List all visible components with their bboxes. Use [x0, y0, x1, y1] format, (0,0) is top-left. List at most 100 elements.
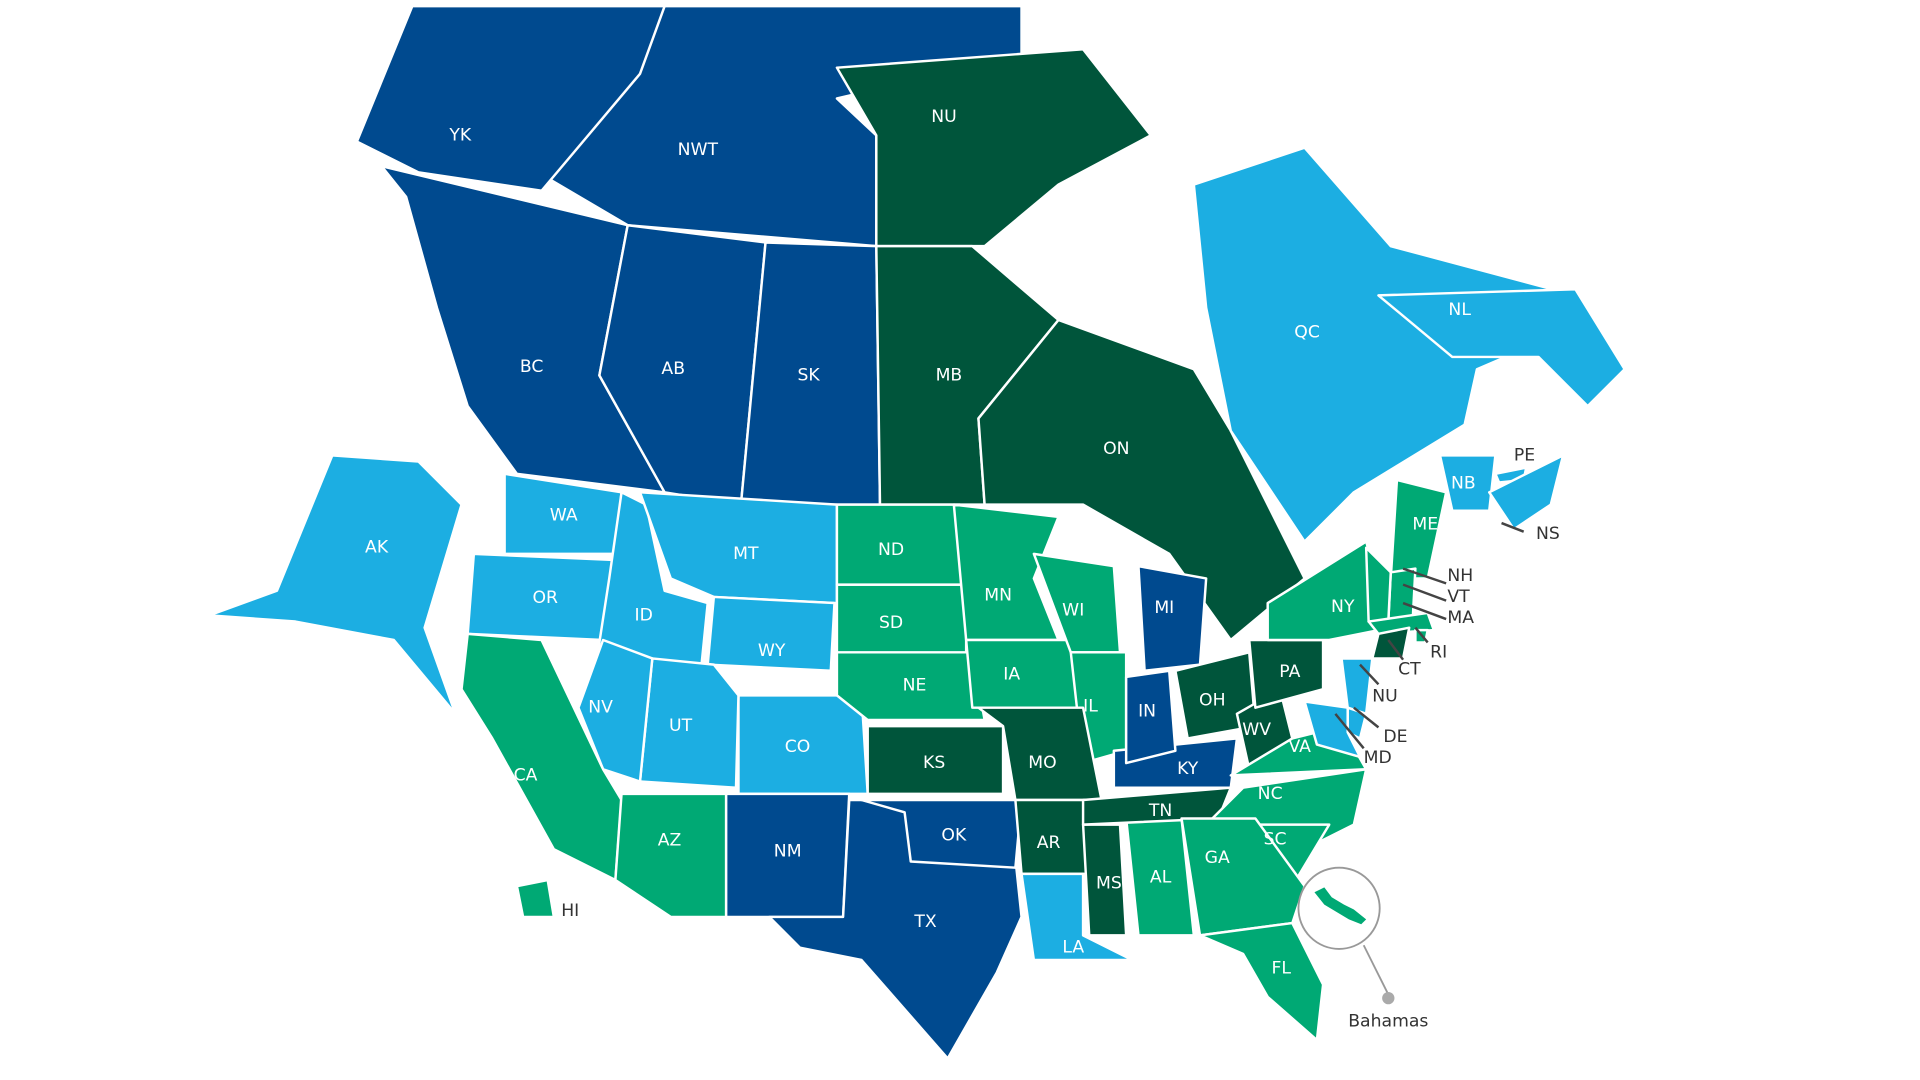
- region-label-nj: NU: [1372, 687, 1397, 707]
- region-label-hi: HI: [561, 901, 579, 921]
- leader-line-vt: [1402, 583, 1447, 602]
- region-label-nd: ND: [878, 540, 904, 560]
- region-label-id: ID: [635, 605, 653, 625]
- region-label-nl: NL: [1448, 300, 1471, 320]
- region-label-ms: MS: [1096, 874, 1122, 894]
- bahamas-islands: [1314, 887, 1367, 925]
- region-label-fl: FL: [1271, 959, 1291, 979]
- region-yk: [355, 4, 666, 192]
- region-label-ga: GA: [1205, 848, 1230, 868]
- region-label-vt: VT: [1447, 587, 1470, 607]
- leader-line-ma: [1402, 601, 1447, 621]
- region-ok: [860, 798, 1023, 869]
- region-label-nwt: NWT: [678, 140, 719, 160]
- region-label-nm: NM: [774, 842, 802, 862]
- region-label-wy: WY: [758, 641, 786, 661]
- region-label-ri: RI: [1430, 642, 1447, 662]
- region-label-pe: PE: [1514, 445, 1535, 465]
- region-label-ma: MA: [1447, 608, 1474, 628]
- region-hi: [515, 878, 556, 919]
- region-label-in: IN: [1138, 701, 1156, 721]
- region-label-bc: BC: [520, 357, 544, 377]
- region-label-sk: SK: [797, 365, 820, 385]
- region-label-qc: QC: [1294, 322, 1320, 342]
- region-label-oh: OH: [1199, 690, 1226, 710]
- region-label-ky: KY: [1177, 759, 1199, 779]
- region-ns: [1488, 454, 1565, 531]
- region-label-il: IL: [1083, 696, 1098, 716]
- region-label-or: OR: [532, 588, 558, 608]
- region-fl: [1198, 921, 1325, 1042]
- region-label-me: ME: [1412, 514, 1438, 534]
- bahamas-marker: [1382, 992, 1395, 1005]
- region-label-sc: SC: [1264, 829, 1287, 849]
- region-nb: [1438, 454, 1497, 512]
- region-label-md: MD: [1364, 748, 1392, 768]
- region-label-ns: NS: [1536, 524, 1560, 544]
- leader-line-md: [1334, 713, 1365, 750]
- region-nj: [1340, 657, 1374, 716]
- region-label-wv: WV: [1242, 720, 1271, 740]
- region-label-va: VA: [1288, 737, 1311, 757]
- region-wy: [706, 595, 836, 673]
- region-nl: [1377, 288, 1626, 408]
- region-label-pa: PA: [1279, 662, 1300, 682]
- region-label-nh: NH: [1447, 566, 1473, 586]
- region-label-ok: OK: [941, 826, 967, 846]
- leader-line-ri: [1414, 626, 1429, 644]
- region-label-az: AZ: [658, 831, 682, 851]
- leader-line-ct: [1387, 639, 1405, 661]
- region-nh: [1387, 567, 1417, 623]
- region-label-wa: WA: [550, 506, 578, 526]
- region-label-nc: NC: [1258, 784, 1283, 804]
- region-nv: [577, 638, 654, 783]
- region-label-mo: MO: [1028, 753, 1056, 773]
- bahamas-callout: Bahamas: [1297, 866, 1428, 1032]
- region-label-tx: TX: [913, 912, 937, 932]
- region-label-la: LA: [1062, 938, 1084, 958]
- region-me: [1389, 478, 1448, 580]
- region-label-nu: NU: [931, 107, 956, 127]
- region-label-al: AL: [1150, 868, 1172, 888]
- region-label-nb: NB: [1451, 474, 1476, 494]
- region-mn: [952, 503, 1060, 642]
- region-label-ca: CA: [514, 765, 538, 785]
- region-label-mt: MT: [733, 544, 759, 564]
- region-ks: [866, 724, 1005, 796]
- region-mi: [1137, 564, 1208, 673]
- region-label-yk: YK: [448, 125, 472, 145]
- region-label-ny: NY: [1331, 597, 1355, 617]
- region-ia: [964, 638, 1085, 709]
- leader-line-ns: [1501, 521, 1525, 533]
- region-label-ak: AK: [365, 538, 389, 558]
- region-nu: [835, 48, 1153, 248]
- region-label-sd: SD: [879, 613, 903, 633]
- bahamas-leader-line: [1362, 944, 1390, 995]
- region-ak: [208, 454, 463, 716]
- region-az: [614, 792, 728, 919]
- region-label-ct: CT: [1398, 660, 1421, 680]
- region-label-wi: WI: [1062, 600, 1084, 620]
- region-label-tn: TN: [1148, 801, 1172, 821]
- region-in: [1124, 669, 1177, 765]
- region-vt: [1364, 546, 1393, 623]
- region-ny: [1266, 540, 1393, 642]
- leader-line-nj: [1359, 663, 1380, 686]
- region-label-ab: AB: [661, 359, 685, 379]
- region-label-mn: MN: [984, 586, 1012, 606]
- region-label-on: ON: [1103, 439, 1129, 459]
- region-label-mi: MI: [1154, 598, 1174, 618]
- region-label-co: CO: [785, 737, 811, 757]
- region-label-nv: NV: [588, 698, 613, 718]
- region-label-ne: NE: [903, 676, 927, 696]
- bahamas-label: Bahamas: [1348, 1012, 1428, 1032]
- region-la: [1020, 872, 1134, 962]
- region-label-mb: MB: [936, 365, 963, 385]
- region-label-ut: UT: [669, 716, 693, 736]
- region-label-ia: IA: [1003, 664, 1020, 684]
- region-label-de: DE: [1383, 727, 1407, 747]
- leader-line-nh: [1402, 567, 1447, 585]
- region-md: [1303, 700, 1362, 759]
- leader-line-de: [1353, 706, 1380, 729]
